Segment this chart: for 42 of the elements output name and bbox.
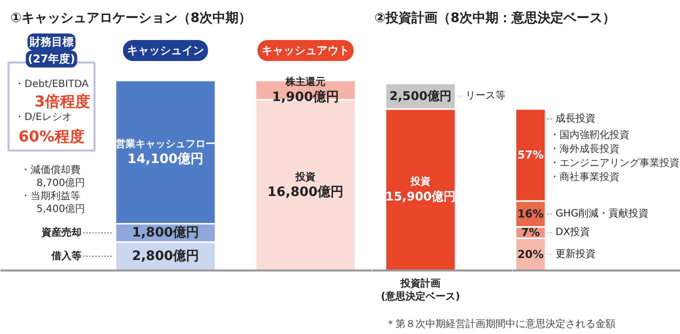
data-label: 14,100億円 bbox=[127, 151, 204, 168]
data-label: 1,900億円 bbox=[272, 89, 340, 106]
data-label: 15,900億円 bbox=[385, 190, 456, 204]
annotation: ・当期利益等 bbox=[20, 190, 80, 202]
series-label: DX投資 bbox=[556, 226, 590, 238]
text: ＊第８次中期経営計画期間中に意思決定される金額 bbox=[386, 318, 616, 330]
annotation: ・D/Eレシオ bbox=[14, 112, 72, 123]
data-label: 16% bbox=[517, 207, 544, 220]
category-label: キャッシュイン bbox=[127, 44, 204, 57]
text: 借入等 bbox=[50, 250, 82, 262]
data-label: 7% bbox=[521, 226, 540, 240]
annotation: 60%程度 bbox=[18, 128, 84, 146]
data-label: 57% bbox=[517, 148, 544, 162]
data-label: 1,800億円 bbox=[132, 224, 200, 240]
data-label: 20% bbox=[517, 248, 544, 261]
annotation: 5,400億円 bbox=[36, 203, 86, 215]
annotation: 3倍程度 bbox=[34, 92, 90, 110]
text: ・商社事業投資 bbox=[550, 171, 620, 183]
text: 財務目標 bbox=[28, 36, 74, 48]
text: ・海外成長投資 bbox=[550, 143, 620, 155]
series-label: 営業キャッシュフロー bbox=[116, 138, 216, 150]
series-label: 成長投資 bbox=[556, 112, 596, 124]
text: ・国内強靭化投資 bbox=[550, 129, 630, 141]
category-label: キャッシュアウト bbox=[262, 44, 350, 57]
chart-title: ①キャッシュアロケーション（8次中期） bbox=[10, 11, 252, 26]
series-label: 投資 bbox=[294, 171, 316, 184]
data-label: 2,500億円 bbox=[390, 89, 452, 104]
series-label: 株主還元 bbox=[284, 76, 326, 88]
series-label: 更新投資 bbox=[556, 248, 596, 260]
data-label: 2,800億円 bbox=[132, 248, 200, 264]
series-label: リース等 bbox=[466, 90, 506, 102]
annotation: ・Debt/EBITDA bbox=[14, 79, 89, 90]
text: 資産売却 bbox=[40, 226, 82, 238]
series-label: GHG削減・貢献投資 bbox=[556, 207, 649, 220]
text: ・エンジニアリング事業投資 bbox=[550, 157, 680, 169]
text: ②投資計画（8次中期：意思決定ベース） bbox=[374, 10, 616, 26]
annotation: ・減価償却費 bbox=[20, 164, 80, 176]
category-label: 投資計画(意思決定ベース) bbox=[380, 278, 460, 303]
data-label: 16,800億円 bbox=[267, 184, 344, 200]
series-label: 投資 bbox=[410, 176, 430, 188]
annotation: 8,700億円 bbox=[36, 177, 86, 189]
text: (27年度) bbox=[28, 52, 76, 66]
